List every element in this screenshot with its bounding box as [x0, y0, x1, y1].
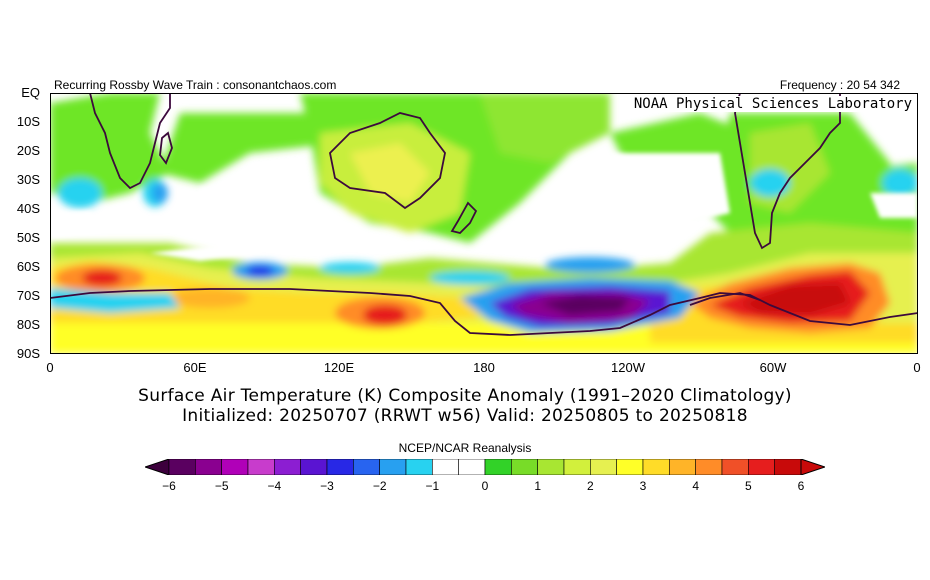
colorbar-swatch — [221, 459, 249, 475]
lon-label-120w: 120W — [611, 360, 645, 375]
map-title: Surface Air Temperature (K) Composite An… — [138, 386, 792, 406]
frequency-note: Frequency : 20 54 342 — [779, 78, 900, 92]
colorbar-swatch — [274, 459, 301, 475]
lon-label-120e: 120E — [323, 360, 355, 375]
colorbar-swatch — [326, 459, 354, 475]
colorbar-title: NCEP/NCAR Reanalysis — [398, 441, 532, 455]
colorbar-swatch — [432, 459, 459, 475]
colorbar-swatch — [168, 459, 196, 475]
colorbar-swatch — [405, 459, 433, 475]
colorbar-swatch — [748, 459, 775, 475]
colorbar-tick-label: 1 — [534, 479, 541, 493]
colorbar-tick-label: 2 — [586, 479, 594, 493]
colorbar-swatch — [484, 459, 512, 475]
colorbar-swatch — [247, 459, 275, 475]
colorbar-tick-label: 3 — [639, 479, 647, 493]
colorbar-swatch — [774, 459, 802, 475]
colorbar-tick-label: −3 — [320, 479, 334, 493]
colorbar-tick-label: 6 — [797, 479, 805, 493]
colorbar-swatch — [537, 459, 565, 475]
colorbar-swatch — [511, 459, 538, 475]
colorbar-swatch — [195, 459, 222, 475]
lat-label-50s: 50S — [16, 230, 40, 245]
colorbar-tick-label: −2 — [372, 479, 387, 493]
colorbar-tick-label: −4 — [267, 479, 282, 493]
colorbar-swatch — [642, 459, 670, 475]
source-note: Recurring Rossby Wave Train : consonantc… — [54, 78, 337, 92]
colorbar-tick-label: 4 — [692, 479, 699, 493]
anomaly-map — [50, 93, 918, 354]
colorbar — [145, 459, 825, 475]
colorbar-tick-label: −1 — [425, 479, 440, 493]
lat-label-90s: 90S — [16, 346, 40, 361]
map-subtitle: Initialized: 20250707 (RRWT w56) Valid: … — [182, 406, 748, 426]
lat-label-eq: EQ — [21, 85, 40, 100]
colorbar-swatch — [721, 459, 749, 475]
lon-label-0-end: 0 — [913, 360, 921, 375]
lat-label-40s: 40S — [16, 201, 40, 216]
colorbar-low-arrow — [145, 459, 170, 475]
lon-label-180: 180 — [473, 360, 495, 375]
colorbar-tick-label: 0 — [481, 479, 489, 493]
lab-credit: NOAA Physical Sciences Laboratory — [631, 96, 914, 112]
lon-label-0: 0 — [46, 360, 54, 375]
colorbar-tick-label: 5 — [744, 479, 752, 493]
lat-label-70s: 70S — [16, 288, 40, 303]
colorbar-swatch — [695, 459, 723, 475]
colorbar-swatch — [590, 459, 617, 475]
colorbar-swatch — [669, 459, 696, 475]
colorbar-tick-label: −5 — [214, 479, 229, 493]
colorbar-high-arrow — [800, 459, 825, 475]
colorbar-tick-label: −6 — [162, 479, 176, 493]
lat-label-20s: 20S — [16, 143, 40, 158]
lat-label-80s: 80S — [16, 317, 40, 332]
lon-label-60w: 60W — [759, 360, 787, 375]
lon-label-60e: 60E — [183, 360, 207, 375]
colorbar-swatch — [300, 459, 328, 475]
colorbar-swatch — [379, 459, 407, 475]
lat-label-30s: 30S — [16, 172, 40, 187]
coastlines — [50, 93, 918, 336]
colorbar-swatch — [616, 459, 644, 475]
colorbar-swatch — [353, 459, 380, 475]
lat-label-60s: 60S — [16, 259, 40, 274]
colorbar-swatch — [563, 459, 591, 475]
colorbar-swatch — [458, 459, 486, 475]
lat-label-10s: 10S — [16, 114, 40, 129]
